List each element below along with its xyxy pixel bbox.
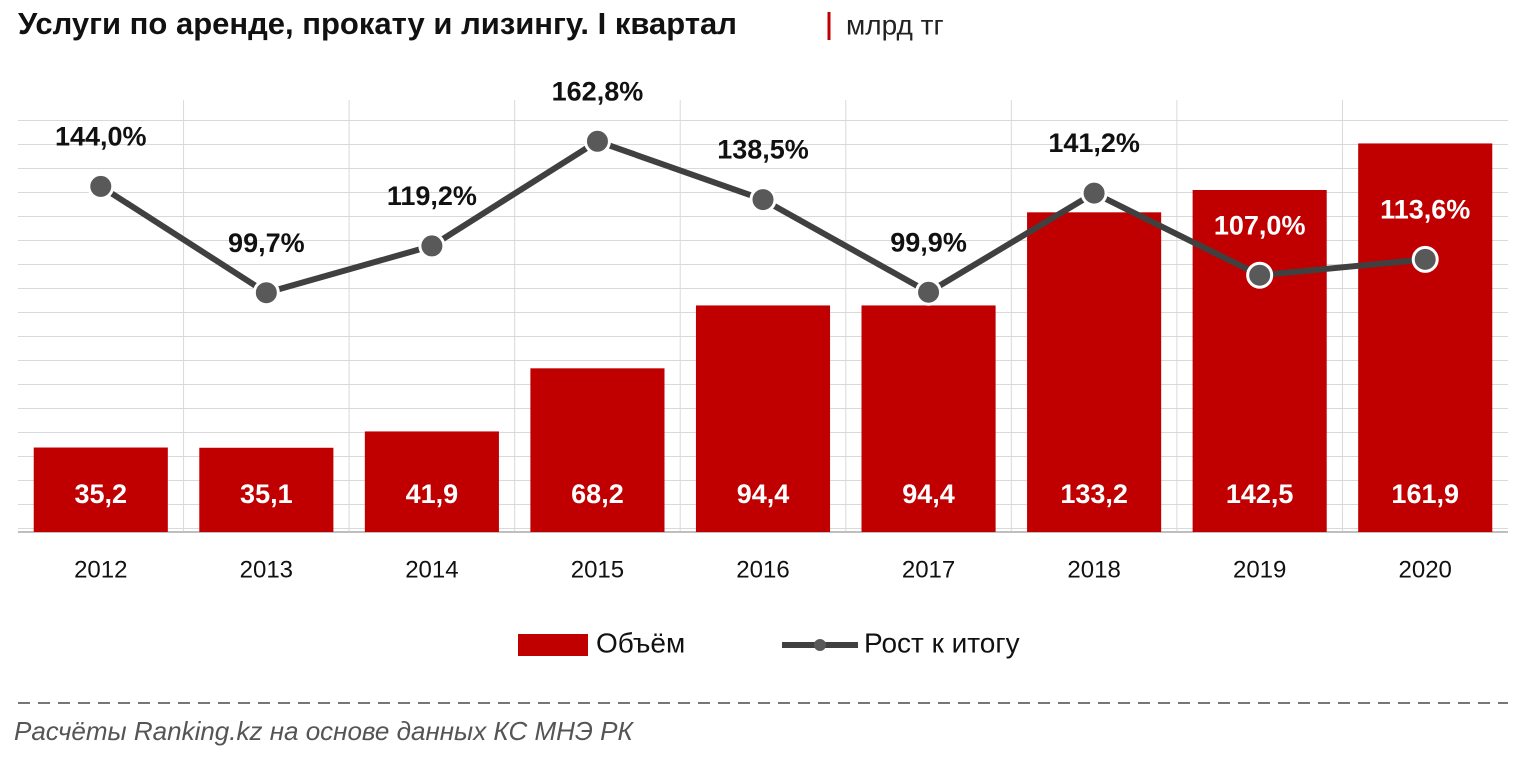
growth-point (418, 232, 446, 260)
legend-label: Рост к итогу (864, 627, 1020, 658)
bar-value-label: 161,9 (1391, 479, 1459, 509)
bar (33, 447, 168, 532)
bar-value-label: 94,4 (902, 479, 955, 509)
x-tick-label: 2016 (736, 556, 789, 583)
growth-label: 107,0% (1214, 210, 1306, 240)
x-tick-label: 2013 (240, 556, 293, 583)
growth-point (583, 127, 611, 155)
x-tick-label: 2012 (74, 556, 127, 583)
growth-point (252, 279, 280, 307)
growth-point (1080, 179, 1108, 207)
bar (364, 431, 499, 532)
bar-value-label: 41,9 (406, 479, 459, 509)
bar (530, 368, 665, 532)
bar (1358, 143, 1493, 532)
bar-value-label: 68,2 (571, 479, 624, 509)
bar-value-label: 35,1 (240, 479, 293, 509)
growth-label: 113,6% (1380, 194, 1470, 224)
source-note: Расчёты Ranking.kz на основе данных КС М… (14, 716, 634, 746)
x-tick-label: 2015 (571, 556, 624, 583)
growth-label: 144,0% (55, 122, 147, 152)
growth-point (1411, 245, 1439, 273)
growth-point (915, 278, 943, 306)
growth-label: 99,7% (228, 228, 305, 258)
bar-value-label: 94,4 (737, 479, 790, 509)
chart-subtitle: млрд тг (846, 9, 944, 40)
growth-label: 141,2% (1048, 128, 1140, 158)
bar (861, 305, 996, 532)
growth-point (87, 172, 115, 200)
growth-label: 138,5% (717, 135, 809, 165)
x-tick-label: 2014 (405, 556, 458, 583)
bar-value-label: 133,2 (1060, 479, 1128, 509)
bar-value-label: 142,5 (1226, 479, 1294, 509)
x-tick-label: 2019 (1233, 556, 1286, 583)
bar (199, 447, 334, 532)
legend-swatch (814, 639, 826, 651)
legend-swatch (518, 634, 588, 656)
bar-value-label: 35,2 (74, 479, 127, 509)
growth-label: 162,8% (552, 76, 644, 106)
growth-point (1246, 261, 1274, 289)
x-tick-label: 2018 (1067, 556, 1120, 583)
growth-label: 99,9% (890, 227, 967, 257)
bar (1192, 190, 1327, 532)
growth-point (749, 186, 777, 214)
chart-title: Услуги по аренде, прокату и лизингу. I к… (18, 6, 737, 41)
bar (695, 305, 831, 532)
growth-label: 119,2% (387, 181, 477, 211)
bar (1027, 212, 1162, 532)
legend-label: Объём (596, 627, 685, 658)
x-tick-label: 2017 (902, 556, 955, 583)
x-tick-label: 2020 (1399, 556, 1452, 583)
